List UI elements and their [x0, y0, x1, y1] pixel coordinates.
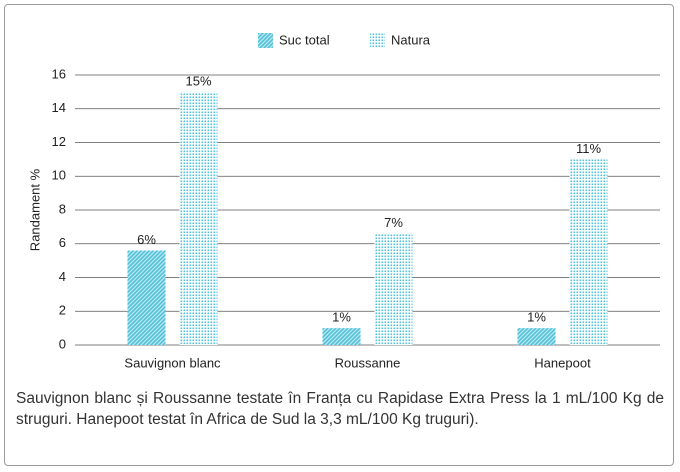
value-label: 6% — [137, 232, 156, 247]
y-tick-label: 4 — [59, 269, 66, 284]
legend-swatch — [258, 33, 273, 48]
x-tick-label: Hanepoot — [534, 355, 591, 370]
y-tick-label: 12 — [52, 134, 66, 149]
value-label: 7% — [384, 215, 403, 230]
y-axis-label: Randament % — [27, 168, 42, 251]
bar — [517, 328, 556, 345]
y-tick-label: 6 — [59, 235, 66, 250]
y-tick-label: 10 — [52, 168, 66, 183]
value-label: 15% — [185, 73, 211, 88]
x-tick-label: Roussanne — [335, 355, 401, 370]
legend-label: Natura — [391, 32, 431, 47]
legend-label: Suc total — [279, 32, 330, 47]
y-tick-label: 16 — [52, 66, 66, 81]
legend-swatch — [370, 33, 385, 48]
bar — [127, 250, 166, 345]
value-label: 11% — [576, 141, 601, 156]
caption: Sauvignon blanc și Roussanne testate în … — [16, 390, 664, 428]
value-label: 1% — [527, 310, 546, 325]
bar — [374, 233, 413, 345]
frame — [4, 4, 674, 466]
y-tick-label: 2 — [59, 303, 66, 318]
bar — [179, 91, 218, 345]
y-tick-label: 0 — [59, 336, 66, 351]
bar — [569, 159, 608, 345]
x-tick-label: Sauvignon blanc — [124, 355, 221, 370]
y-tick-label: 8 — [59, 201, 66, 216]
y-tick-label: 14 — [52, 100, 66, 115]
value-label: 1% — [332, 310, 351, 325]
bar — [322, 328, 361, 345]
